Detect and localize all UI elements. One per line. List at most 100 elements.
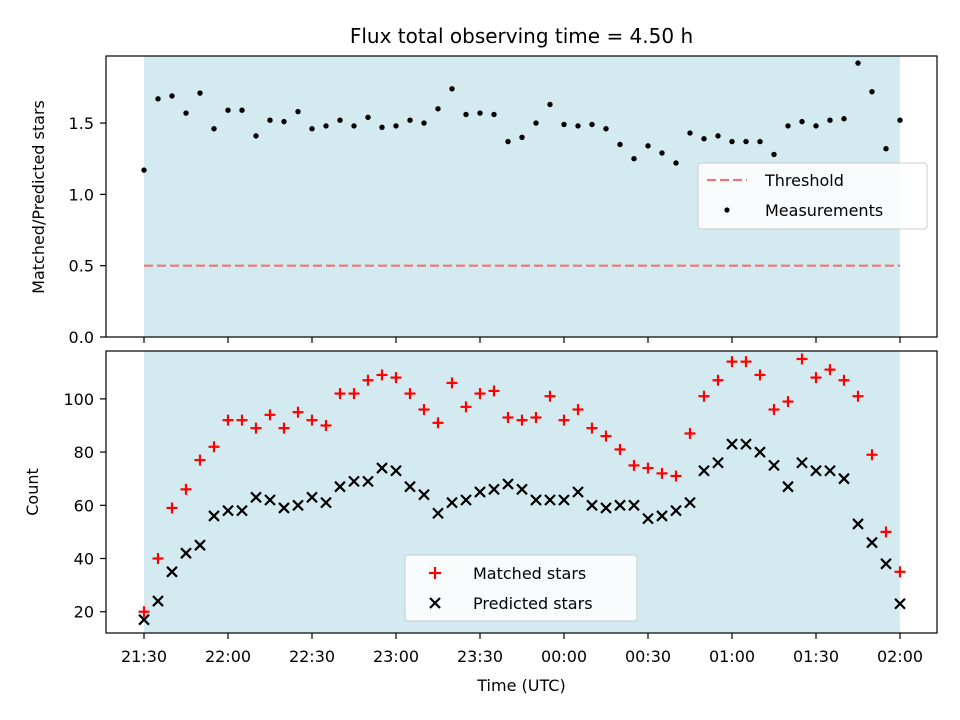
bottom-legend-box: [404, 554, 638, 622]
measurement-point: [841, 116, 847, 122]
measurement-point: [463, 111, 469, 118]
predicted-star-point: [824, 464, 836, 477]
measurement-point: [897, 117, 903, 123]
measurement-point: [869, 88, 875, 95]
measurement-point: [183, 110, 189, 116]
predicted-star-point: [656, 510, 668, 522]
measurement-point: [197, 90, 203, 96]
measurement-point: [491, 111, 497, 118]
predicted-star-point: [208, 510, 220, 522]
bottom-axes-frame: [105, 350, 938, 634]
measurement-point: [589, 121, 595, 128]
predicted-star-point: [740, 438, 752, 450]
x-tick-label: 01:30: [793, 647, 839, 666]
matched-star-point: [754, 369, 766, 381]
predicted-star-point: [600, 502, 612, 514]
measurement-point: [155, 96, 161, 102]
matched-star-point: [404, 388, 416, 400]
measurement-point: [813, 123, 819, 129]
measurement-point: [855, 60, 861, 66]
legend-matched-label: Matched stars: [473, 564, 586, 583]
matched-star-point: [698, 390, 710, 402]
matched-star-point: [460, 401, 472, 413]
x-tick-label: 01:00: [709, 647, 755, 666]
x-tick-label: 00:30: [625, 647, 671, 666]
matched-star-point: [320, 419, 332, 431]
matched-star-point: [348, 388, 360, 400]
predicted-star-point: [278, 502, 290, 514]
measurement-point: [141, 167, 147, 173]
predicted-star-point: [250, 491, 262, 504]
top-y-tick-label: 0.0: [69, 328, 94, 347]
top-x-ticks: [143, 337, 901, 343]
chart-title: Flux total observing time = 4.50 h: [350, 24, 693, 48]
matched-star-point: [278, 422, 290, 434]
measurement-point: [435, 106, 441, 112]
measurement-point: [449, 86, 455, 92]
measurement-point: [673, 160, 679, 166]
measurement-point: [519, 134, 525, 141]
bottom-y-tick-label: 80: [74, 443, 94, 462]
predicted-star-point: [320, 496, 332, 509]
predicted-star-point: [404, 480, 416, 493]
measurement-point: [547, 101, 553, 108]
measurement-point: [253, 133, 259, 139]
matched-star-point: [838, 374, 850, 386]
measurement-point: [883, 146, 889, 152]
predicted-star-point: [390, 464, 402, 477]
x-tick-label: 23:00: [373, 647, 419, 666]
predicted-star-point: [782, 480, 794, 493]
predicted-star-point: [726, 438, 738, 450]
matched-star-point: [866, 449, 878, 461]
legend-threshold-label: Threshold: [764, 171, 844, 190]
matched-star-point: [796, 353, 808, 365]
predicted-star-point: [292, 499, 304, 512]
bottom-y-tick-label: 100: [63, 390, 94, 409]
matched-star-point: [726, 356, 738, 368]
matched-star-point: [138, 606, 150, 618]
matched-star-point: [390, 372, 402, 384]
bottom-y-tick-label: 40: [74, 550, 94, 569]
bottom-y-tick-label: 60: [74, 496, 94, 515]
matched-star-point: [180, 483, 192, 495]
predicted-star-point: [488, 483, 500, 496]
measurement-point: [295, 108, 301, 115]
legend-predicted-label: Predicted stars: [473, 594, 593, 613]
measurement-point: [211, 126, 217, 132]
measurement-point: [701, 136, 707, 142]
measurement-point: [365, 114, 371, 121]
bottom-y-axis-label: Count: [23, 468, 42, 516]
matched-star-point: [740, 356, 752, 368]
measurement-point: [631, 156, 637, 162]
x-tick-label: 22:00: [205, 647, 251, 666]
predicted-star-point: [194, 539, 206, 551]
predicted-star-point: [502, 478, 514, 490]
predicted-star-point: [880, 558, 892, 570]
matched-star-point: [418, 404, 430, 416]
predicted-star-point: [418, 488, 430, 501]
x-axis-label: Time (UTC): [476, 676, 565, 695]
measurement-point: [757, 138, 763, 145]
predicted-star-point: [376, 462, 388, 474]
predicted-star-point: [572, 486, 584, 498]
measurement-point: [603, 126, 609, 132]
bottom-y-ticks: 20 40 60 80 100: [63, 390, 106, 622]
predicted-star-point: [614, 499, 626, 512]
x-tick-label: 00:00: [541, 647, 587, 666]
top-y-tick-label: 1.0: [69, 185, 94, 204]
x-tick-label: 02:00: [877, 647, 923, 666]
matched-star-point: [446, 377, 458, 389]
predicted-star-point: [138, 613, 150, 626]
x-tick-label: 23:30: [457, 647, 503, 666]
matched-star-point: [880, 526, 892, 538]
predicted-star-point: [166, 566, 178, 578]
matched-star-point: [334, 388, 346, 400]
top-legend-box: [697, 162, 928, 230]
matched-star-point: [292, 406, 304, 418]
predicted-star-point: [446, 496, 458, 509]
predicted-star-point: [348, 475, 360, 488]
measurement-point: [659, 150, 665, 156]
matched-star-point: [572, 404, 584, 416]
measurement-point: [407, 117, 413, 123]
top-points: [141, 60, 903, 173]
